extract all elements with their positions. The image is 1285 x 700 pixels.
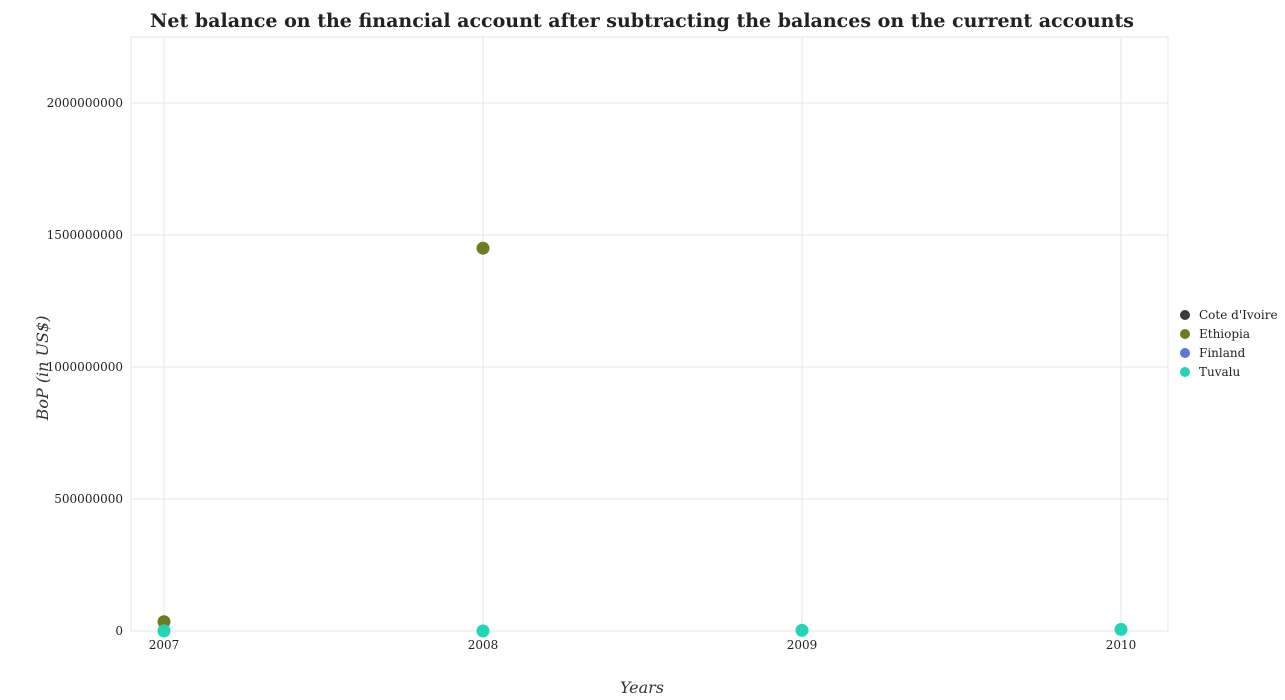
chart-title: Net balance on the financial account aft… [150, 10, 1134, 32]
y-tick-label: 2000000000 [47, 96, 123, 110]
x-tick-label: 2007 [149, 638, 180, 652]
x-tick-label: 2009 [787, 638, 818, 652]
x-axis-label: Years [620, 678, 664, 697]
legend-label: Ethiopia [1199, 327, 1250, 341]
y-tick-label: 1000000000 [47, 360, 123, 374]
axes: 0 500000000 1000000000 1500000000 2000000000… [47, 96, 1137, 652]
legend-item: Ethiopia [1180, 327, 1250, 341]
legend-label: Cote d'Ivoire [1199, 308, 1278, 322]
data-point-tuvalu [157, 624, 171, 638]
y-tick-label: 500000000 [54, 492, 123, 506]
legend-item: Finland [1180, 346, 1246, 360]
data-point-tuvalu [795, 623, 809, 637]
legend-item: Cote d'Ivoire [1180, 308, 1278, 322]
legend-marker [1180, 348, 1190, 358]
x-tick-label: 2008 [468, 638, 499, 652]
legend-label: Finland [1199, 346, 1246, 360]
legend-marker [1180, 310, 1190, 320]
y-axis-label: BoP (in US$) [33, 316, 52, 422]
data-points [157, 241, 1128, 638]
legend-item: Tuvalu [1180, 365, 1241, 379]
data-point-tuvalu [476, 624, 490, 638]
data-point-ethiopia [476, 241, 490, 255]
grid [130, 36, 1169, 632]
legend: Cote d'Ivoire Ethiopia Finland Tuvalu [1180, 308, 1278, 379]
legend-marker [1180, 329, 1190, 339]
data-point-ethiopia [157, 615, 171, 629]
x-tick-label: 2010 [1106, 638, 1137, 652]
y-tick-label: 0 [115, 624, 123, 638]
legend-label: Tuvalu [1199, 365, 1241, 379]
data-point-tuvalu [1114, 622, 1128, 636]
plot-frame [130, 36, 1169, 632]
y-tick-label: 1500000000 [47, 228, 123, 242]
legend-marker [1180, 367, 1190, 377]
